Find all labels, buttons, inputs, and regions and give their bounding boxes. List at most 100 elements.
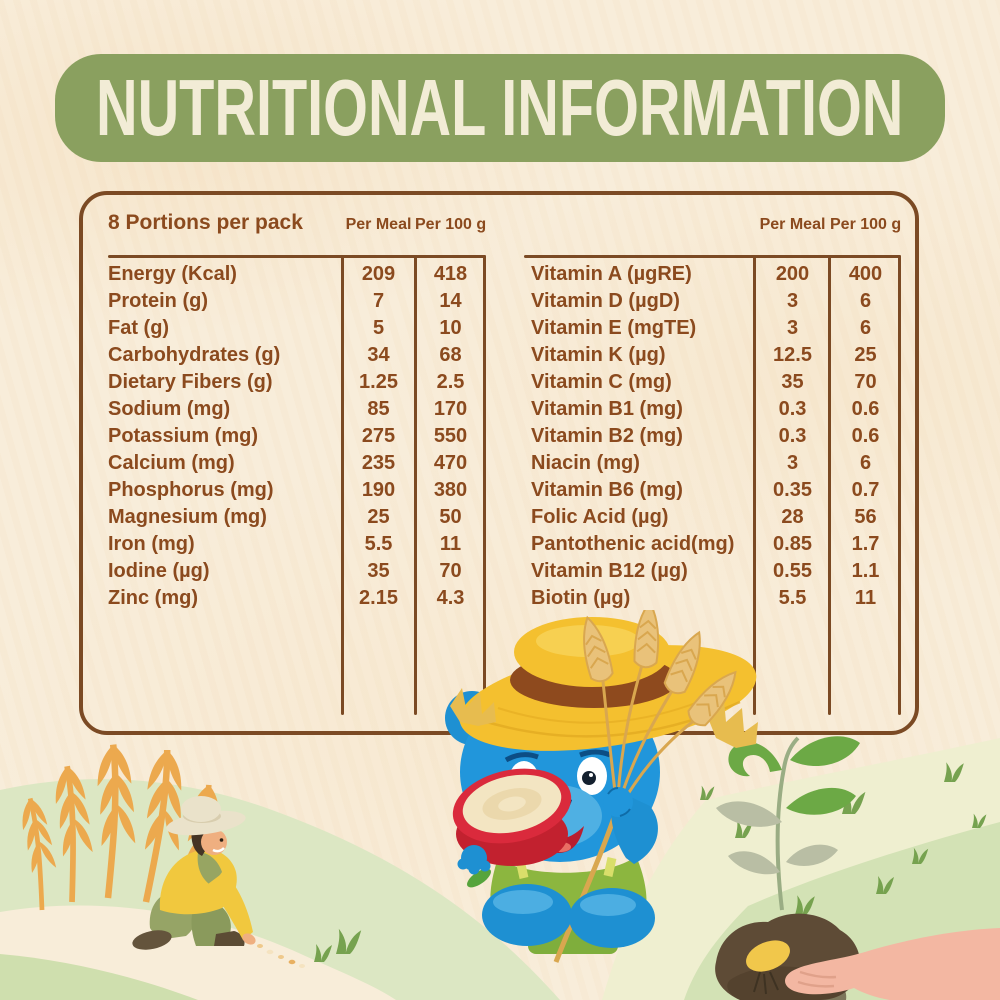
right-column-rule-3 [898, 255, 901, 715]
table-row: Pantothenic acid(mg) 0.85 1.7 [524, 531, 901, 558]
per-100g-value: 418 [433, 263, 468, 285]
right-column-rule-1 [753, 255, 756, 715]
per-100g-value: 0.6 [851, 398, 880, 420]
table-row: Iodine (µg) 35 70 [108, 558, 486, 585]
nutrient-label: Magnesium (mg) [108, 506, 267, 528]
vitamin-label: Niacin (mg) [531, 452, 640, 474]
per-meal-value: 34 [367, 344, 390, 366]
vitamin-label: Vitamin B2 (mg) [531, 425, 683, 447]
per-meal-value: 3 [786, 290, 799, 312]
per-100g-value: 70 [854, 371, 877, 393]
per-meal-value: 12.5 [773, 344, 812, 366]
bear-paw-right [603, 787, 633, 817]
table-row: Folic Acid (µg) 28 56 [524, 504, 901, 531]
vitamin-label: Vitamin B12 (µg) [531, 560, 688, 582]
per-100g-value: 2.5 [436, 371, 465, 393]
per-100g-value: 1.1 [851, 560, 880, 582]
vitamin-label: Vitamin C (mg) [531, 371, 672, 393]
per-meal-value: 275 [361, 425, 396, 447]
per-meal-value: 35 [781, 371, 804, 393]
left-column-rule-2 [414, 255, 417, 715]
seedling-stem [775, 736, 800, 911]
table-row: Zinc (mg) 2.15 4.3 [108, 585, 486, 612]
per-100g-value: 14 [439, 290, 462, 312]
table-row: Niacin (mg) 3 6 [524, 450, 901, 477]
left-column-rule-1 [341, 255, 344, 715]
per-100g-value: 1.7 [851, 533, 880, 555]
per-meal-value: 0.85 [773, 533, 812, 555]
per-100g-value: 50 [439, 506, 462, 528]
wheat-bundle [575, 610, 746, 805]
per-meal-value: 1.25 [359, 371, 398, 393]
right-header-rule [524, 255, 901, 258]
table-row: Biotin (µg) 5.5 11 [524, 585, 901, 612]
per-100g-value: 6 [859, 452, 872, 474]
per-meal-value: 5.5 [364, 533, 393, 555]
nutrient-label: Iodine (µg) [108, 560, 210, 582]
seeds-trail [257, 944, 305, 968]
vitamin-label: Vitamin A (µgRE) [531, 263, 692, 285]
nutrient-label: Carbohydrates (g) [108, 344, 281, 366]
per-100g-value: 11 [439, 533, 462, 555]
per-meal-value: 0.35 [773, 479, 812, 501]
seedling-curl-leaf [728, 741, 782, 777]
vitamin-label: Biotin (µg) [531, 587, 631, 609]
per-meal-value: 7 [372, 290, 385, 312]
nutrient-label: Energy (Kcal) [108, 263, 237, 285]
table-row: Vitamin B6 (mg) 0.35 0.7 [524, 477, 901, 504]
vitamin-label: Vitamin E (mgTE) [531, 317, 697, 339]
table-row: Iron (mg) 5.5 11 [108, 531, 486, 558]
wheat-stem [553, 805, 621, 963]
per-meal-value: 0.3 [778, 398, 807, 420]
per-meal-value: 25 [367, 506, 390, 528]
straw-hat [450, 617, 758, 751]
portions-per-pack-label: 8 Portions per pack [108, 211, 303, 234]
nutrient-label: Sodium (mg) [108, 398, 231, 420]
table-row: Vitamin K (µg) 12.5 25 [524, 342, 901, 369]
nutrient-label: Protein (g) [108, 290, 208, 312]
nutrient-label: Zinc (mg) [108, 587, 198, 609]
nutrient-label: Phosphorus (mg) [108, 479, 274, 501]
per-100g-value: 10 [439, 317, 462, 339]
table-row: Vitamin B2 (mg) 0.3 0.6 [524, 423, 901, 450]
table-row: Vitamin B1 (mg) 0.3 0.6 [524, 396, 901, 423]
per-100g-value: 70 [439, 560, 462, 582]
nutrient-label: Iron (mg) [108, 533, 195, 555]
per-100g-value: 400 [848, 263, 883, 285]
nutrient-label: Calcium (mg) [108, 452, 235, 474]
per-meal-value: 3 [786, 317, 799, 339]
bear-mascot [445, 610, 758, 963]
per-100g-value: 0.6 [851, 425, 880, 447]
table-row: Magnesium (mg) 25 50 [108, 504, 486, 531]
per-100g-value: 25 [854, 344, 877, 366]
table-row: Vitamin D (µgD) 3 6 [524, 288, 901, 315]
farmer-planting-seeds [132, 796, 256, 950]
per-meal-value: 190 [361, 479, 396, 501]
nutrient-label: Dietary Fibers (g) [108, 371, 273, 393]
vitamin-label: Pantothenic acid(mg) [531, 533, 735, 555]
per-meal-value: 5 [372, 317, 385, 339]
per-100g-value: 6 [859, 317, 872, 339]
per-100g-value: 4.3 [436, 587, 465, 609]
per-meal-value: 235 [361, 452, 396, 474]
per-100g-value: 56 [854, 506, 877, 528]
farm-illustration-scene [0, 610, 1000, 1000]
table-row: Vitamin E (mgTE) 3 6 [524, 315, 901, 342]
hand-planting-seedling [715, 736, 1000, 1000]
left-header-rule [108, 255, 486, 258]
left-column-header-per-meal: Per Meal [345, 216, 412, 233]
vitamins-rows: Vitamin A (µgRE) 200 400 Vitamin D (µgD)… [524, 261, 901, 612]
table-row: Dietary Fibers (g) 1.25 2.5 [108, 369, 486, 396]
table-row: Vitamin A (µgRE) 200 400 [524, 261, 901, 288]
vitamin-label: Vitamin B6 (mg) [531, 479, 683, 501]
per-meal-value: 200 [775, 263, 810, 285]
per-meal-value: 2.15 [359, 587, 398, 609]
table-row: Fat (g) 5 10 [108, 315, 486, 342]
per-meal-value: 35 [367, 560, 390, 582]
per-100g-value: 170 [433, 398, 468, 420]
right-column-header-per-100g: Per 100 g [830, 216, 902, 233]
table-row: Potassium (mg) 275 550 [108, 423, 486, 450]
left-column-rule-3 [483, 255, 486, 715]
table-row: Phosphorus (mg) 190 380 [108, 477, 486, 504]
